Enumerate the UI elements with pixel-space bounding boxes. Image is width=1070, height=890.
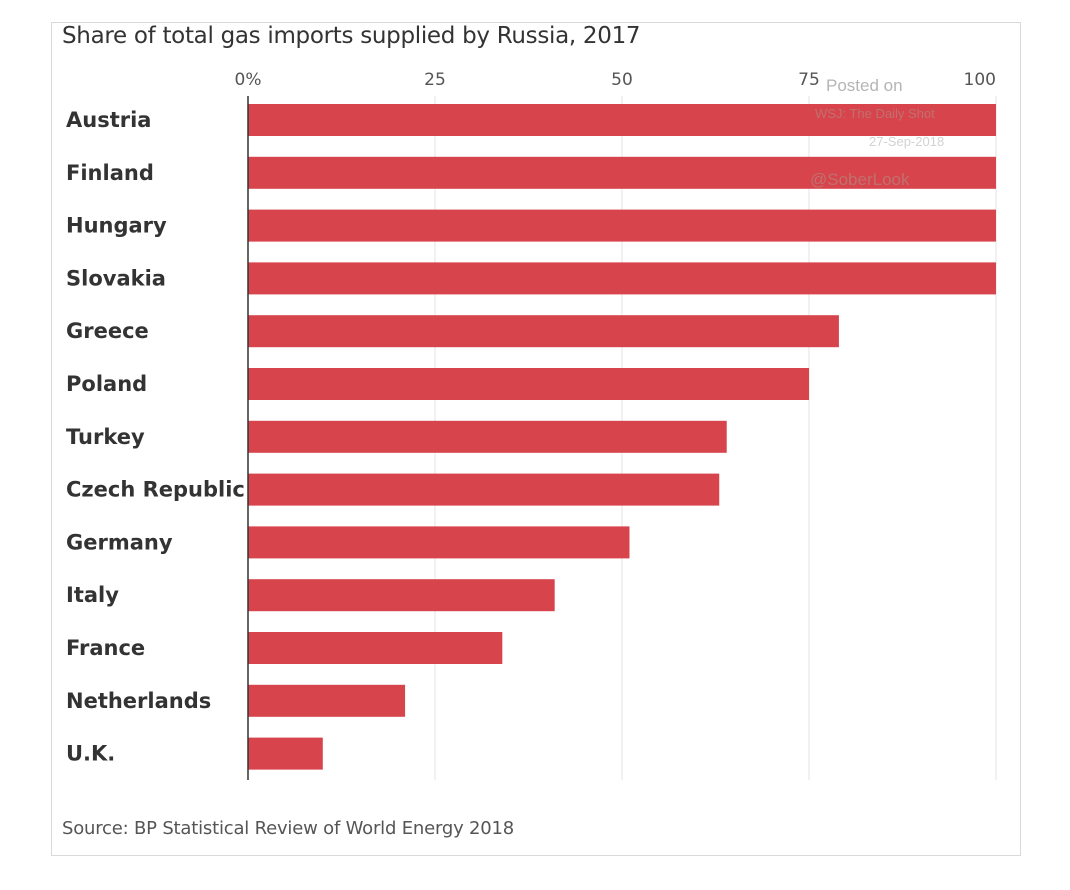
x-tick-label: 75 [798,70,820,90]
category-label: Austria [66,108,151,132]
category-label: Finland [66,161,154,185]
watermark-handle: @SoberLook [810,170,910,189]
bar [248,315,839,348]
category-label: France [66,636,145,660]
category-label: U.K. [66,742,115,766]
watermark-posted-on: Posted on [826,76,903,95]
bar [248,368,809,400]
bar [248,420,727,453]
category-label: Germany [66,530,173,554]
x-tick-label: 25 [424,70,446,90]
x-tick-label: 100 [964,70,996,90]
bar [248,262,996,295]
bar [248,473,720,506]
watermark-date: 27-Sep-2018 [869,134,945,149]
bar [248,526,630,559]
category-label: Turkey [66,425,145,449]
bar [248,104,996,136]
bar [248,156,996,189]
chart-title: Share of total gas imports supplied by R… [62,23,641,49]
source-note: Source: BP Statistical Review of World E… [62,818,515,839]
category-labels: Austria Finland Hungary Slovakia Greece Polan… [66,108,245,766]
bar [248,737,323,770]
bar [248,209,996,242]
category-label: Poland [66,372,147,396]
category-label: Netherlands [66,689,211,713]
x-tick-label: 0% [235,70,262,90]
bar [248,684,406,717]
category-label: Slovakia [66,266,166,290]
bars [248,104,996,770]
bar [248,632,503,664]
category-label: Czech Republic [66,478,245,502]
x-axis-ticks: 0% 25 50 75 100 [235,70,996,90]
watermark-source: WSJ: The Daily Shot [815,106,935,121]
x-tick-label: 50 [611,70,633,90]
bar [248,579,555,612]
category-label: Greece [66,319,149,343]
category-label: Hungary [66,214,167,238]
category-label: Italy [66,583,119,607]
